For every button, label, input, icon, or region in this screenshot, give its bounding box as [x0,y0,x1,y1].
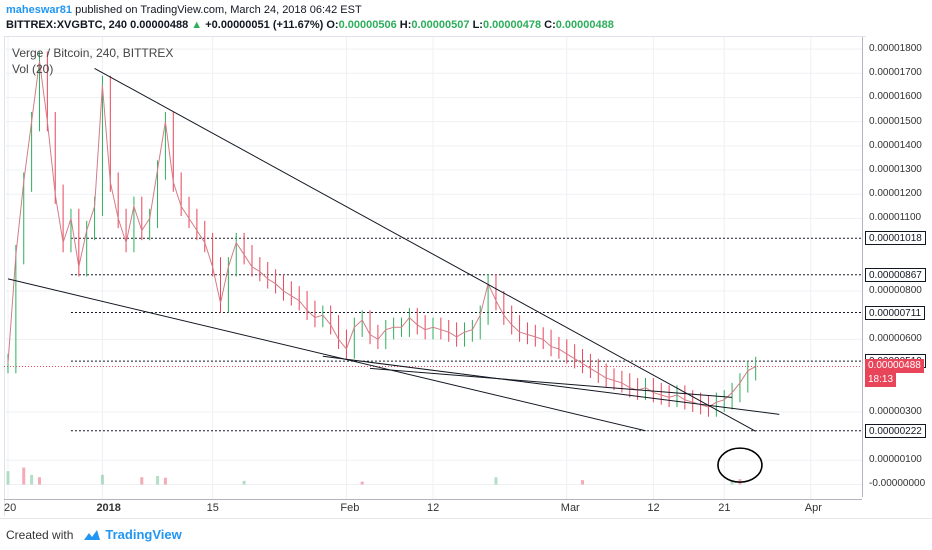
volume-bar [156,476,160,485]
symbol-label: BITTREX:XVGBTC, 240 [6,19,128,31]
trendline [369,367,733,398]
time-tick-label: Mar [560,502,580,514]
author-link[interactable]: maheswar81 [6,4,73,16]
high-label: H: [399,19,412,31]
open-value: 0.00000506 [338,19,397,31]
volume-bar [30,474,34,485]
time-tick-label: 12 [427,502,440,514]
time-tick-label: 20 [4,502,17,514]
low-value: 0.00000478 [482,19,542,31]
price-tick-label: 0.00001600 [869,91,922,103]
last-price: 0.00000488 [130,19,189,31]
high-value: 0.00000507 [411,19,470,31]
close-value: 0.00000488 [555,19,614,31]
time-tick-label: Apr [804,502,822,514]
tradingview-cloud-icon [84,529,101,540]
last-price-tag: 18:13 [865,373,897,388]
time-tick-label: 12 [647,502,660,514]
chart-legend: Verge / Bitcoin, 240, BITTREX Vol (20) [12,45,173,77]
legend-title: Verge / Bitcoin, 240, BITTREX [12,46,174,60]
created-with-text: Created with [6,527,74,542]
tradingview-logo[interactable]: TradingView [81,527,182,542]
annotation-circle [717,447,763,483]
published-text: published on TradingView.com, March 24, … [75,4,362,16]
price-tick-label: 0.00001100 [869,212,922,224]
level-price-tag: 0.00001018 [865,231,926,246]
level-price-tag: 0.00000711 [865,305,926,320]
price-tick-label: 0.00001800 [869,43,922,55]
price-tick-label: 0.00001500 [869,115,922,127]
price-tick-label: 0.00001400 [869,139,922,151]
price-tick-label: 0.00000800 [869,284,922,296]
symbol-line: BITTREX:XVGBTC, 240 0.00000488 ▲ +0.0000… [6,18,926,33]
price-tick-label: 0.00000300 [869,405,922,417]
volume-bar [581,480,585,485]
up-arrow-icon: ▲ [191,19,203,31]
volume-bar [494,477,498,485]
time-tick-label: Feb [340,502,360,514]
volume-bar [242,480,246,485]
publish-line: maheswar81 published on TradingView.com,… [6,3,926,18]
price-axis[interactable]: 0.00001800 0.00001700 0.00001600 0.00001500… [862,37,932,497]
legend-volume: Vol (20) [12,62,54,76]
close-label: C: [544,19,556,31]
price-change: +0.00000051 (+11.67%) [205,19,324,31]
level-price-tag: 0.00000867 [865,267,926,282]
price-tick-label: 0.00000600 [869,333,922,345]
chart-header: maheswar81 published on TradingView.com,… [0,0,932,36]
price-series-line [7,61,756,408]
price-chart[interactable] [4,37,862,499]
price-tick-label: 0.00001700 [869,67,922,79]
volume-bar [730,480,734,485]
last-price-tag: 0.00000488 [865,359,924,374]
footer: Created with TradingView [0,518,932,550]
trendline [322,355,780,415]
price-tick-label: -0.00000000 [869,478,926,490]
volume-bar [100,474,104,485]
volume-bar [6,471,10,485]
time-tick-label: 21 [718,502,731,514]
price-tick-label: 0.00001200 [869,188,922,200]
volume-bar [140,477,144,485]
time-tick-label: 2018 [96,502,121,514]
volume-bar [37,477,41,485]
chart-pane[interactable] [4,36,866,516]
volume-bar [163,477,167,485]
time-axis[interactable]: 20 2018 15 Feb 12 Mar 12 21 Apr [4,499,862,515]
low-label: L: [472,19,483,31]
open-label: O: [326,19,339,31]
price-tick-label: 0.00001300 [869,164,922,176]
volume-bar [360,481,364,485]
trendline [7,278,646,432]
price-tick-label: 0.00000100 [869,454,922,466]
tradingview-brand: TradingView [105,527,182,542]
time-tick-label: 15 [206,502,219,514]
volume-bar [22,467,26,485]
level-price-tag: 0.00000222 [865,423,926,438]
trendline [94,68,756,432]
